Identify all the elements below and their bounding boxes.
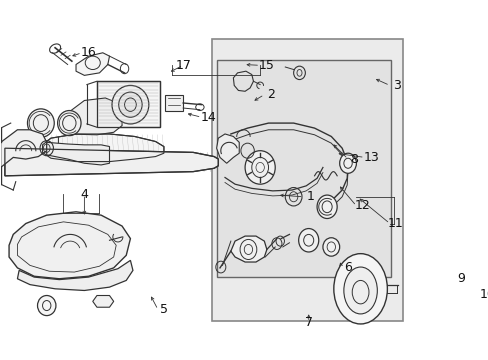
Text: 15: 15 — [258, 59, 274, 72]
Ellipse shape — [343, 267, 377, 314]
Text: 4: 4 — [81, 188, 88, 201]
Polygon shape — [0, 130, 47, 167]
Bar — [211, 39, 403, 321]
Text: 14: 14 — [200, 111, 216, 124]
Polygon shape — [9, 212, 130, 279]
Text: 7: 7 — [304, 316, 312, 329]
Ellipse shape — [119, 92, 142, 117]
Ellipse shape — [339, 153, 356, 173]
Ellipse shape — [298, 229, 318, 252]
Text: 9: 9 — [456, 272, 464, 285]
Bar — [97, 81, 160, 127]
Text: 2: 2 — [266, 88, 274, 101]
Polygon shape — [47, 142, 109, 165]
Text: 3: 3 — [393, 79, 401, 92]
Ellipse shape — [58, 111, 81, 136]
Polygon shape — [76, 53, 109, 75]
Text: 11: 11 — [387, 217, 403, 230]
Ellipse shape — [316, 195, 336, 219]
Text: 16: 16 — [81, 46, 96, 59]
Text: 10: 10 — [479, 288, 488, 301]
Polygon shape — [18, 260, 133, 291]
Polygon shape — [230, 236, 266, 262]
Ellipse shape — [244, 151, 275, 184]
Polygon shape — [5, 148, 218, 176]
Text: 6: 6 — [344, 261, 351, 274]
Polygon shape — [42, 134, 163, 162]
Text: 17: 17 — [175, 59, 191, 72]
Ellipse shape — [322, 238, 339, 256]
Ellipse shape — [27, 109, 54, 137]
Text: 5: 5 — [160, 303, 167, 316]
Polygon shape — [67, 98, 122, 135]
Ellipse shape — [38, 296, 56, 316]
Text: 1: 1 — [306, 190, 314, 203]
Polygon shape — [216, 134, 239, 163]
Text: 12: 12 — [354, 199, 369, 212]
Bar — [97, 81, 160, 127]
Text: 13: 13 — [363, 151, 379, 164]
Polygon shape — [93, 296, 113, 307]
Bar — [164, 95, 183, 111]
Text: 8: 8 — [349, 153, 357, 166]
Ellipse shape — [333, 254, 386, 324]
Ellipse shape — [112, 85, 148, 124]
Bar — [217, 60, 390, 277]
